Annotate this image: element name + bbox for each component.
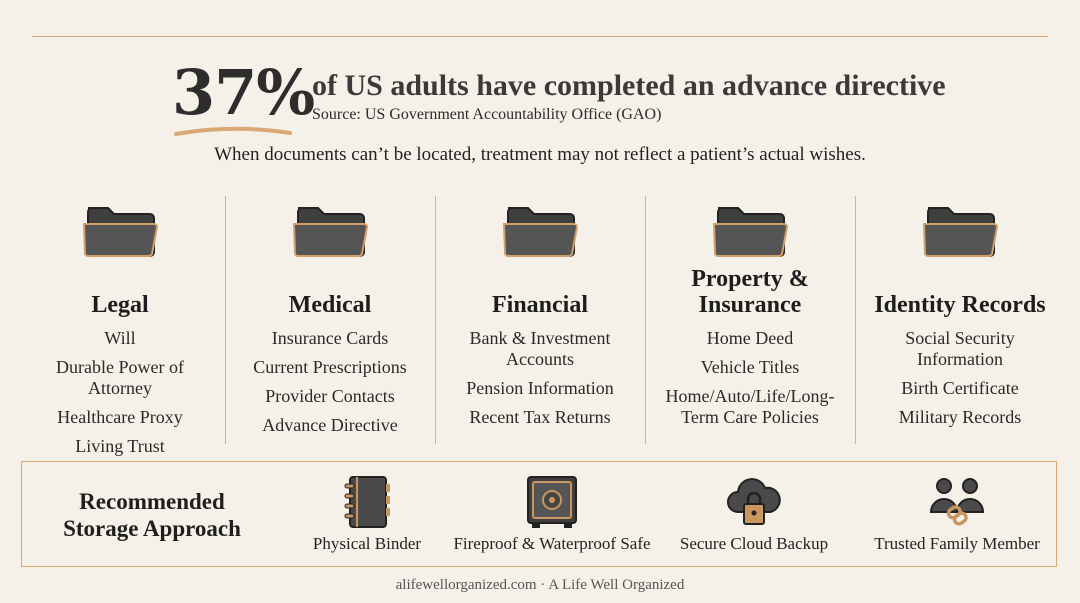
folder-icon bbox=[292, 207, 369, 258]
storage-option-cloud: Secure Cloud Backup bbox=[674, 474, 834, 554]
category-item: Durable Power of Attorney bbox=[56, 357, 184, 398]
category-item: Will bbox=[104, 328, 136, 348]
category-item: Home Deed bbox=[706, 328, 794, 348]
category-identity-records: Identity Records Social Security Informa… bbox=[855, 196, 1065, 448]
subtitle: When documents can’t be located, treatme… bbox=[214, 144, 866, 165]
category-item: Healthcare Proxy bbox=[57, 407, 183, 427]
category-title: Identity Records bbox=[874, 292, 1046, 318]
category-item: Birth Certificate bbox=[901, 378, 1019, 398]
category-title: Financial bbox=[491, 292, 588, 318]
storage-option-binder: Physical Binder bbox=[282, 474, 452, 554]
stat-underline-decoration bbox=[174, 126, 292, 136]
category-item: Provider Contacts bbox=[265, 386, 395, 406]
footer-credit: alifewellorganized.com · A Life Well Org… bbox=[395, 577, 685, 593]
category-item: Recent Tax Returns bbox=[469, 407, 611, 427]
category-legal: Legal Will Durable Power of Attorney Hea… bbox=[15, 196, 225, 456]
safe-icon bbox=[527, 476, 577, 528]
family-link-icon bbox=[929, 478, 985, 526]
cloud-lock-icon bbox=[727, 478, 781, 525]
top-divider bbox=[32, 36, 1048, 37]
category-item: Social Security Information bbox=[905, 328, 1015, 369]
category-item: Current Prescriptions bbox=[253, 357, 407, 377]
category-property-insurance: Property & Insurance Home Deed Vehicle T… bbox=[645, 196, 855, 448]
headline-source: Source: US Government Accountability Off… bbox=[312, 106, 662, 123]
folder-icon bbox=[82, 207, 159, 258]
folder-icon bbox=[502, 207, 579, 258]
category-medical: Medical Insurance Cards Current Prescrip… bbox=[225, 196, 435, 448]
category-item: Home/Auto/Life/Long-Term Care Policies bbox=[665, 386, 835, 427]
category-title: Legal bbox=[91, 292, 149, 318]
storage-approach-panel: Recommended Storage Approach Physical Bi… bbox=[21, 461, 1057, 567]
document-categories: Legal Will Durable Power of Attorney Hea… bbox=[15, 196, 1065, 456]
category-item: Insurance Cards bbox=[271, 328, 389, 348]
category-item: Vehicle Titles bbox=[700, 357, 800, 377]
folder-icon bbox=[922, 207, 999, 258]
headline: 37% of US adults have completed an advan… bbox=[172, 56, 946, 138]
storage-option-label: Physical Binder bbox=[312, 534, 422, 553]
binder-icon bbox=[344, 476, 390, 528]
category-item: Pension Information bbox=[466, 378, 614, 398]
category-title: Property & Insurance bbox=[691, 266, 809, 318]
category-item: Living Trust bbox=[75, 436, 165, 456]
category-item: Bank & Investment Accounts bbox=[469, 328, 611, 369]
storage-option-label: Secure Cloud Backup bbox=[679, 534, 829, 553]
storage-option-family: Trusted Family Member bbox=[867, 474, 1047, 554]
storage-option-label: Fireproof & Waterproof Safe bbox=[453, 534, 651, 553]
storage-option-safe: Fireproof & Waterproof Safe bbox=[447, 474, 657, 554]
headline-text: of US adults have completed an advance d… bbox=[312, 69, 946, 102]
storage-title: Recommended Storage Approach bbox=[63, 489, 241, 541]
category-item: Military Records bbox=[898, 407, 1022, 427]
category-title: Medical bbox=[288, 292, 372, 318]
headline-stat: 37% bbox=[172, 56, 315, 129]
storage-option-label: Trusted Family Member bbox=[874, 534, 1040, 553]
folder-icon bbox=[712, 207, 789, 258]
category-financial: Financial Bank & Investment Accounts Pen… bbox=[435, 196, 645, 448]
category-item: Advance Directive bbox=[262, 415, 398, 435]
